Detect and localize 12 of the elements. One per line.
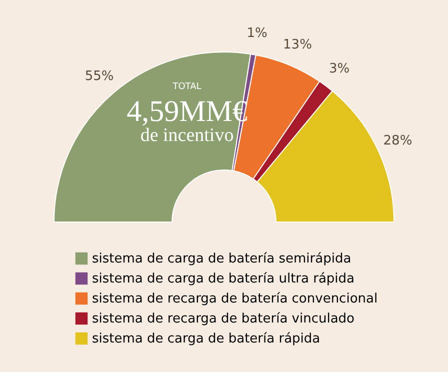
data-label: 55% [84, 69, 114, 84]
legend-label: sistema de carga de batería semirápida [92, 252, 352, 266]
text: TOTAL [172, 82, 202, 92]
legend-label: sistema de recarga de batería convencional [92, 292, 378, 306]
legend-label: sistema de carga de batería rápida [92, 332, 320, 346]
data-label: 28% [383, 133, 412, 148]
text: de incentivo [140, 125, 234, 146]
data-label: 1% [246, 26, 268, 41]
legend-label: sistema de carga de batería ultra rápida [92, 272, 355, 286]
data-label: 3% [328, 61, 350, 76]
legend-label: sistema de recarga de batería vinculado [92, 312, 355, 326]
data-label: 13% [283, 38, 312, 53]
